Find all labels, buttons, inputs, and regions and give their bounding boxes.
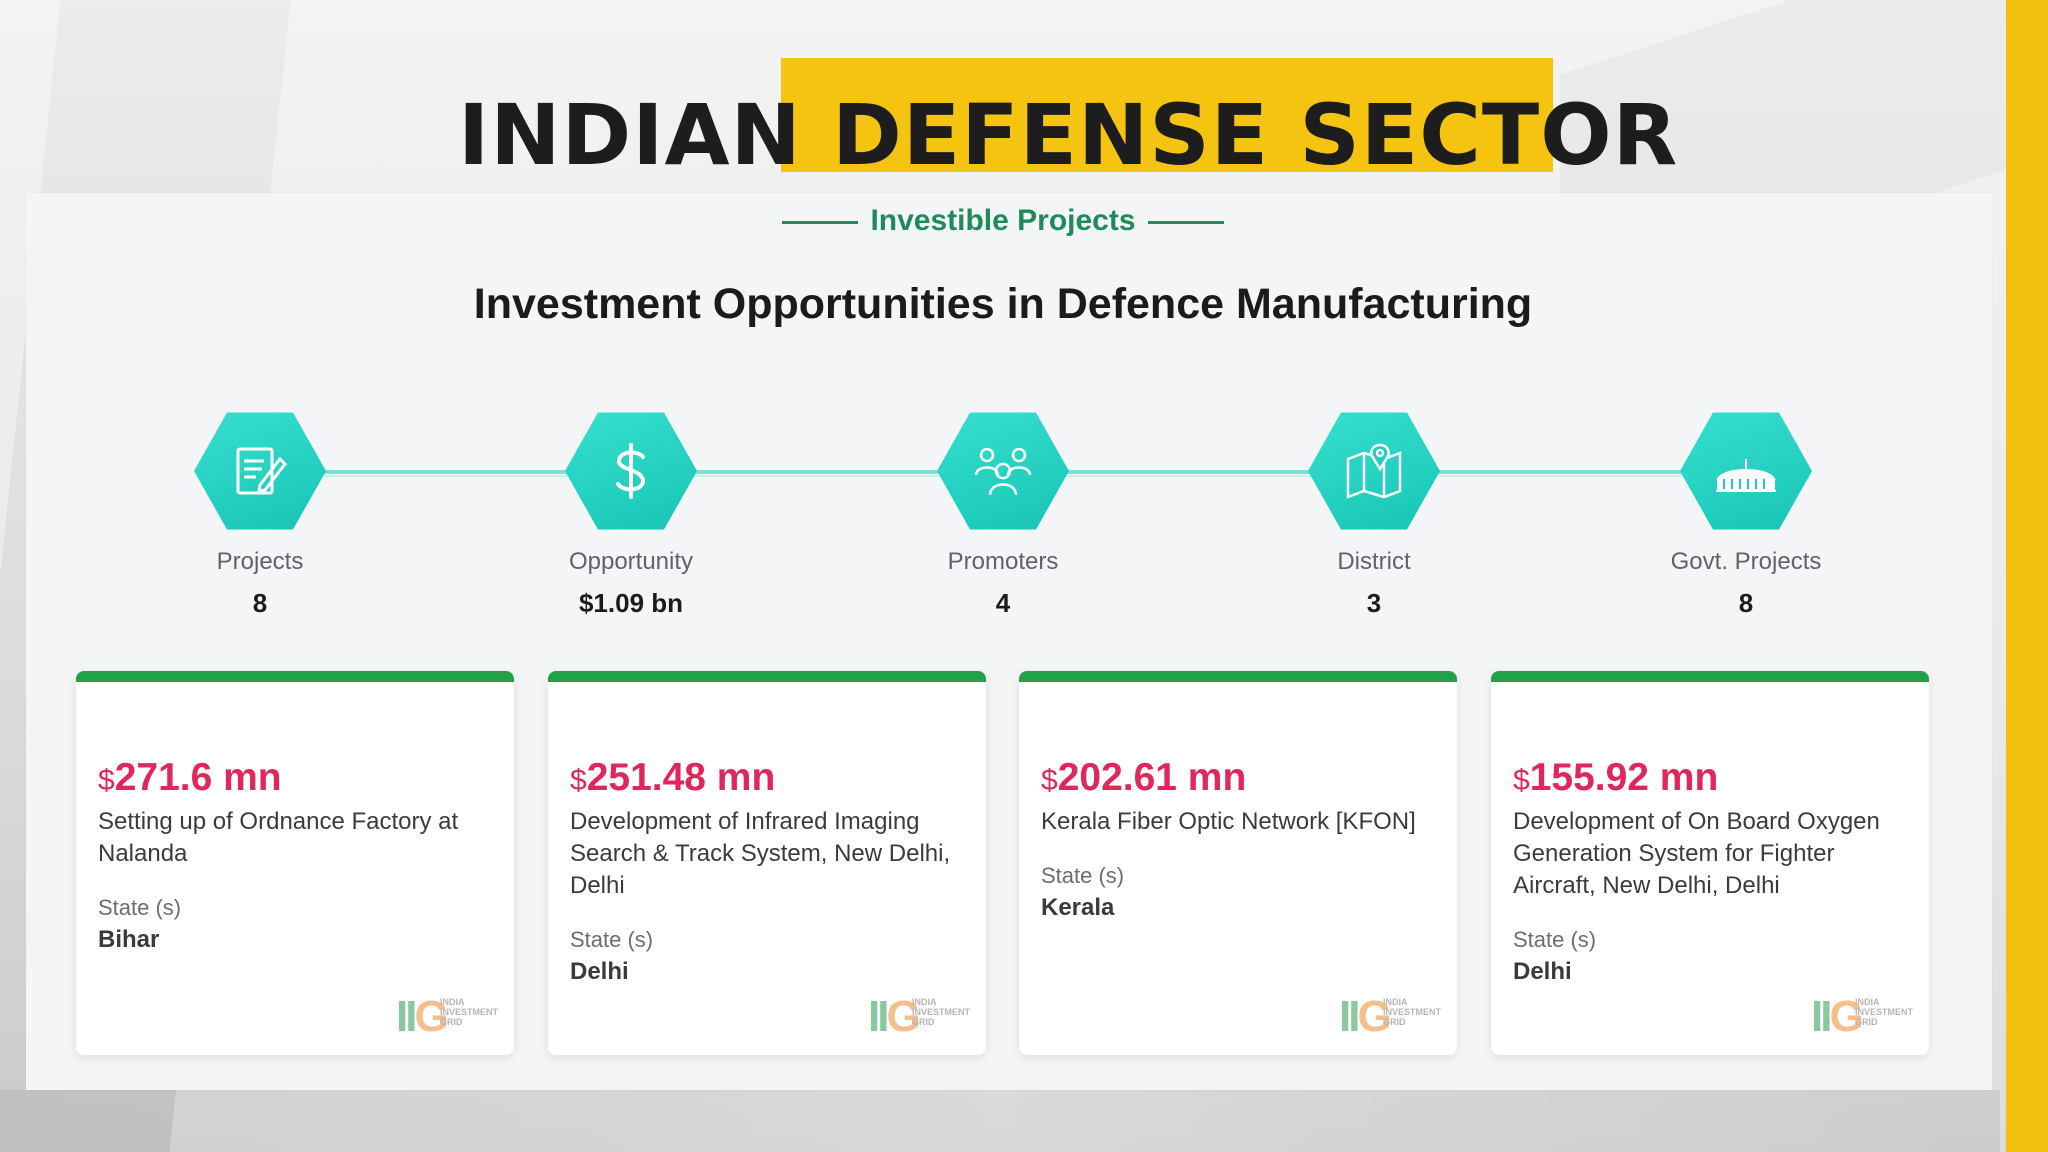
logo-text: INDIA INVESTMENT GRID — [912, 997, 971, 1027]
amount-value: 271.6 mn — [114, 756, 282, 799]
state-value: Delhi — [1513, 958, 1572, 985]
stat-hexagon — [937, 412, 1069, 530]
stat-hexagon — [194, 412, 326, 530]
card-title: Development of Infrared Imaging Search &… — [570, 808, 951, 899]
logo-text: INDIA INVESTMENT GRID — [1855, 997, 1914, 1027]
iig-logo: IIG INDIA INVESTMENT GRID — [1339, 993, 1441, 1041]
card-amount: $155.92 mn — [1513, 756, 1718, 800]
card-title: Kerala Fiber Optic Network [KFON] — [1041, 808, 1416, 835]
stat-value: 8 — [1738, 588, 1754, 618]
stat-promoters: Promoters 4 — [873, 410, 1133, 619]
logo-mark: IIG — [1811, 992, 1864, 1041]
eyebrow-line-left — [782, 220, 859, 224]
right-accent-bar — [2006, 0, 2048, 1152]
state-value: Kerala — [1041, 894, 1115, 921]
state-label: State (s) — [1513, 927, 1597, 952]
stat-district: District 3 — [1244, 410, 1504, 619]
section-eyebrow: Investible Projects — [0, 204, 2006, 238]
stat-label: Promoters — [947, 548, 1059, 575]
project-card[interactable]: $271.6 mn Setting up of Ordnance Factory… — [76, 671, 514, 1055]
currency-symbol: $ — [1513, 764, 1530, 797]
logo-text: INDIA INVESTMENT GRID — [1383, 997, 1442, 1027]
card-amount: $251.48 mn — [570, 756, 775, 800]
project-card[interactable]: $202.61 mn Kerala Fiber Optic Network [K… — [1019, 671, 1457, 1055]
section-heading: Investment Opportunities in Defence Manu… — [473, 280, 1533, 328]
logo-mark: IIG — [868, 992, 921, 1041]
card-amount: $271.6 mn — [98, 756, 282, 800]
map-pin-icon — [1346, 443, 1402, 499]
stat-value: 8 — [252, 588, 268, 618]
stat-value: 4 — [995, 588, 1011, 618]
stat-value: $1.09 bn — [578, 588, 684, 618]
stat-govt-projects: Govt. Projects 8 — [1616, 410, 1876, 619]
stat-label: Projects — [216, 548, 304, 575]
iig-logo: IIG INDIA INVESTMENT GRID — [1811, 993, 1913, 1041]
card-title: Setting up of Ordnance Factory at Naland… — [98, 808, 459, 867]
state-value: Bihar — [98, 926, 160, 953]
stat-hexagon — [1680, 412, 1812, 530]
stat-label: District — [1337, 548, 1411, 575]
title-highlight — [781, 58, 1553, 172]
people-group-icon — [974, 447, 1032, 496]
card-title: Development of On Board Oxygen Generatio… — [1513, 808, 1880, 899]
iig-logo: IIG INDIA INVESTMENT GRID — [868, 993, 970, 1041]
logo-mark: IIG — [396, 992, 449, 1041]
currency-symbol: $ — [98, 764, 115, 797]
amount-value: 251.48 mn — [586, 756, 776, 799]
amount-value: 155.92 mn — [1529, 756, 1719, 799]
eyebrow-line-right — [1147, 220, 1224, 224]
page-title: INDIAN DEFENSE SECTOR — [458, 86, 1679, 184]
logo-mark: IIG — [1339, 992, 1392, 1041]
eyebrow-text: Investible Projects — [870, 204, 1136, 237]
currency-symbol: $ — [570, 764, 587, 797]
parliament-building-icon — [1716, 459, 1776, 492]
stat-label: Opportunity — [568, 548, 694, 575]
state-value: Delhi — [570, 958, 629, 985]
stat-value: 3 — [1366, 588, 1382, 618]
stat-hexagon — [1308, 412, 1440, 530]
stat-projects: Projects 8 — [130, 410, 390, 619]
logo-text: INDIA INVESTMENT GRID — [440, 997, 499, 1027]
state-label: State (s) — [98, 895, 182, 920]
stat-hexagon — [565, 412, 697, 530]
project-card[interactable]: $155.92 mn Development of On Board Oxyge… — [1491, 671, 1929, 1055]
stat-label: Govt. Projects — [1670, 548, 1822, 575]
state-label: State (s) — [570, 927, 654, 952]
stat-opportunity: Opportunity $1.09 bn — [501, 410, 761, 619]
iig-logo: IIG INDIA INVESTMENT GRID — [396, 993, 498, 1041]
project-card[interactable]: $251.48 mn Development of Infrared Imagi… — [548, 671, 986, 1055]
document-edit-icon — [236, 447, 287, 495]
amount-value: 202.61 mn — [1057, 756, 1247, 799]
state-label: State (s) — [1041, 863, 1125, 888]
background-building — [0, 1090, 2000, 1152]
card-amount: $202.61 mn — [1041, 756, 1246, 800]
currency-symbol: $ — [1041, 764, 1058, 797]
dollar-icon — [616, 443, 646, 499]
